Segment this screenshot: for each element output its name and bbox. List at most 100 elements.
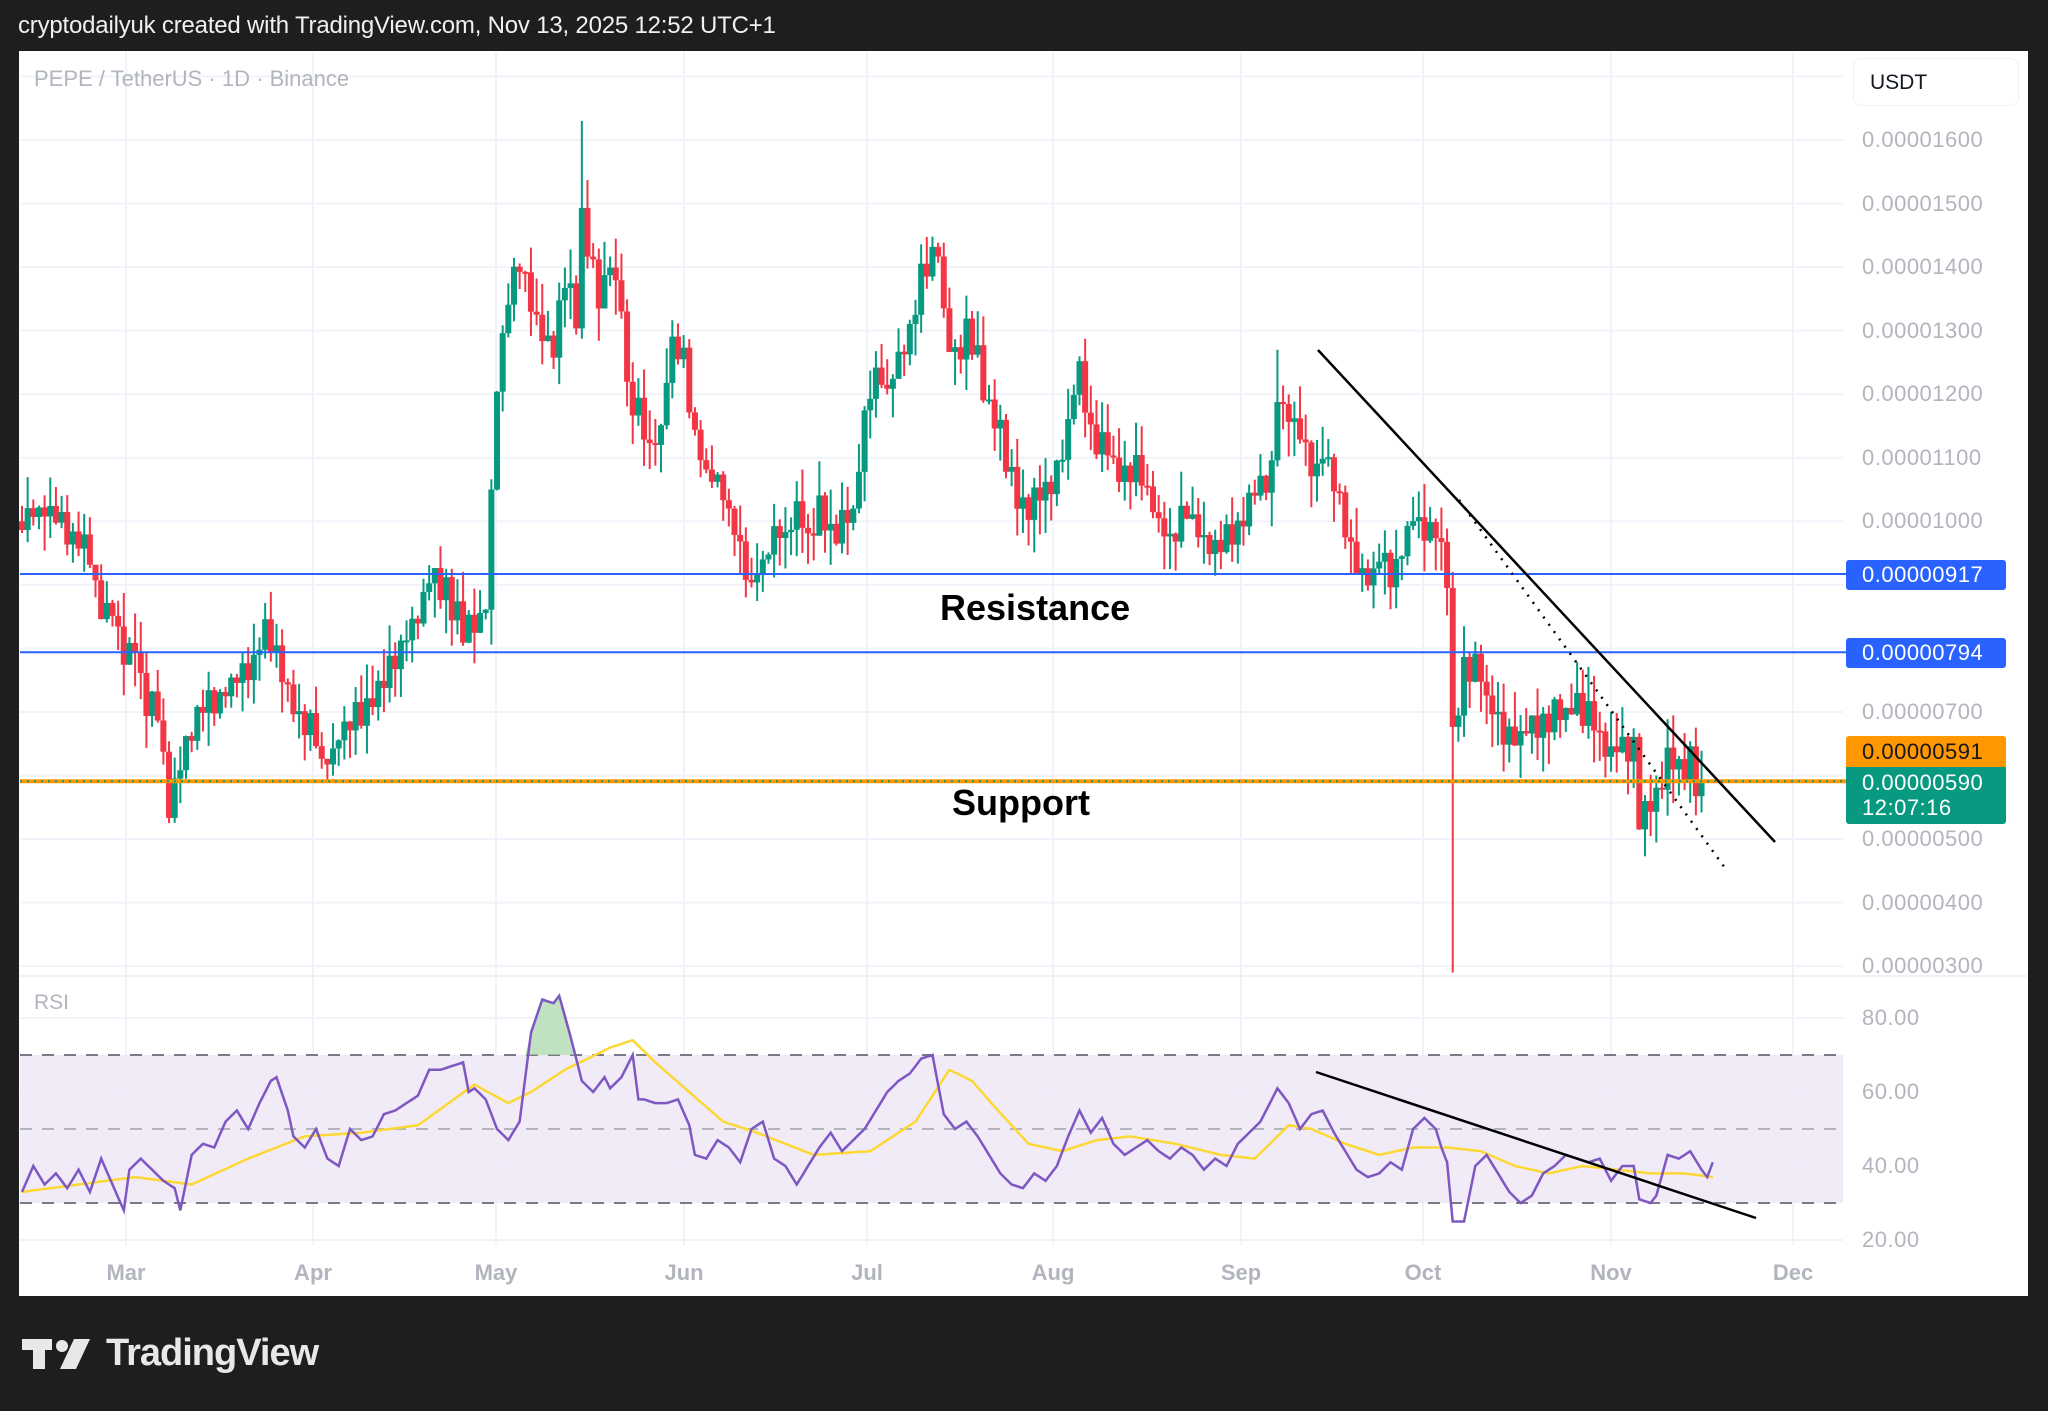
candle-up — [1212, 539, 1219, 555]
candle-down — [742, 541, 749, 580]
candle-down — [901, 351, 908, 355]
candle-up — [1415, 517, 1422, 522]
candle-down — [1591, 701, 1598, 731]
candle-up — [793, 501, 800, 530]
candle-down — [1110, 455, 1117, 458]
candle-down — [1048, 481, 1055, 495]
candle-up — [827, 523, 834, 531]
candle-up — [228, 677, 235, 697]
candle-up — [1189, 514, 1196, 519]
candle-up — [838, 509, 845, 544]
candle-down — [624, 311, 631, 382]
candle-down — [748, 579, 755, 583]
candle-up — [1381, 552, 1388, 562]
candle-up — [24, 508, 31, 531]
candle-down — [98, 580, 105, 620]
candle-up — [929, 246, 936, 277]
candle-down — [810, 533, 817, 536]
candle-up — [1234, 520, 1241, 545]
candle-up — [47, 505, 54, 517]
candle-up — [1370, 568, 1377, 586]
time-axis-label: Apr — [294, 1260, 332, 1285]
candle-down — [1489, 695, 1496, 715]
candle-down — [1387, 552, 1394, 588]
candle-down — [527, 272, 534, 312]
candle-up — [1166, 533, 1173, 537]
time-axis-label: Mar — [106, 1260, 146, 1285]
time-axis-label: Jun — [664, 1260, 704, 1285]
candle-up — [403, 640, 410, 643]
candle-down — [1308, 442, 1315, 477]
rsi-axis-label: 60.00 — [1862, 1079, 1920, 1104]
currency-unit-button[interactable]: USDT — [1853, 58, 2019, 106]
candle-up — [1630, 736, 1637, 762]
candle-up — [194, 706, 201, 741]
candle-up — [867, 398, 874, 411]
candle-up — [1427, 522, 1434, 541]
candle-down — [120, 626, 127, 665]
candle-down — [284, 682, 291, 685]
candle-up — [126, 642, 133, 665]
candle-up — [544, 335, 551, 342]
rsi-ma-line — [21, 1038, 1713, 1194]
price-axis-label: 0.00001300 — [1862, 317, 1984, 343]
candle-up — [850, 508, 857, 523]
candle-up — [171, 778, 178, 818]
candle-down — [822, 495, 829, 531]
candle-down — [674, 336, 681, 360]
candle-up — [1687, 746, 1694, 783]
candle-up — [1619, 736, 1626, 753]
candle-down — [166, 751, 173, 818]
candle-down — [776, 526, 783, 539]
candle-down — [1116, 457, 1123, 482]
candle-up — [307, 713, 314, 735]
candle-down — [1613, 746, 1620, 753]
rsi-downtrend-line — [1315, 1070, 1757, 1220]
candle-up — [561, 287, 568, 301]
candle-up — [216, 691, 223, 714]
rsi-axis-label: 20.00 — [1862, 1227, 1920, 1252]
candle-down — [573, 283, 580, 329]
candle-down — [1432, 522, 1439, 539]
candle-up — [1517, 731, 1524, 746]
candle-down — [137, 651, 144, 673]
candle-up — [1178, 505, 1185, 542]
candle-down — [358, 702, 365, 726]
support-level-tag: 0.00000591 — [1846, 736, 2006, 767]
candle-down — [1127, 465, 1134, 483]
tradingview-logo[interactable]: TradingView — [22, 1332, 319, 1375]
candle-down — [923, 263, 930, 277]
candle-up — [1506, 726, 1513, 745]
candle-down — [324, 758, 331, 765]
candle-down — [1217, 539, 1224, 553]
candle-down — [844, 509, 851, 523]
candle-down — [369, 698, 376, 708]
candle-up — [81, 534, 88, 549]
watermark-caption: cryptodailyuk created with TradingView.c… — [18, 12, 776, 39]
candle-down — [1025, 497, 1032, 520]
candle-up — [663, 382, 670, 426]
candle-down — [1104, 432, 1111, 456]
candle-up — [1076, 361, 1083, 395]
support-annotation[interactable]: Support — [952, 782, 1090, 823]
candle-down — [1240, 520, 1247, 527]
candle-down — [1477, 653, 1484, 682]
candle-down — [646, 439, 653, 443]
candle-down — [884, 384, 891, 389]
candle-down — [19, 521, 25, 531]
candle-down — [1579, 692, 1586, 726]
candle-down — [1500, 711, 1507, 745]
last-price-tag: 0.00000590 12:07:16 — [1846, 767, 2006, 824]
candle-down — [318, 746, 325, 759]
candle-down — [618, 280, 625, 312]
candle-up — [1494, 711, 1501, 715]
candle-up — [1664, 747, 1671, 790]
candle-up — [1008, 466, 1015, 472]
candle-up — [635, 397, 642, 416]
candle-down — [1353, 541, 1360, 573]
candle-down — [691, 412, 698, 430]
candle-down — [143, 672, 150, 716]
resistance-annotation[interactable]: Resistance — [940, 587, 1131, 628]
candle-up — [465, 614, 472, 643]
